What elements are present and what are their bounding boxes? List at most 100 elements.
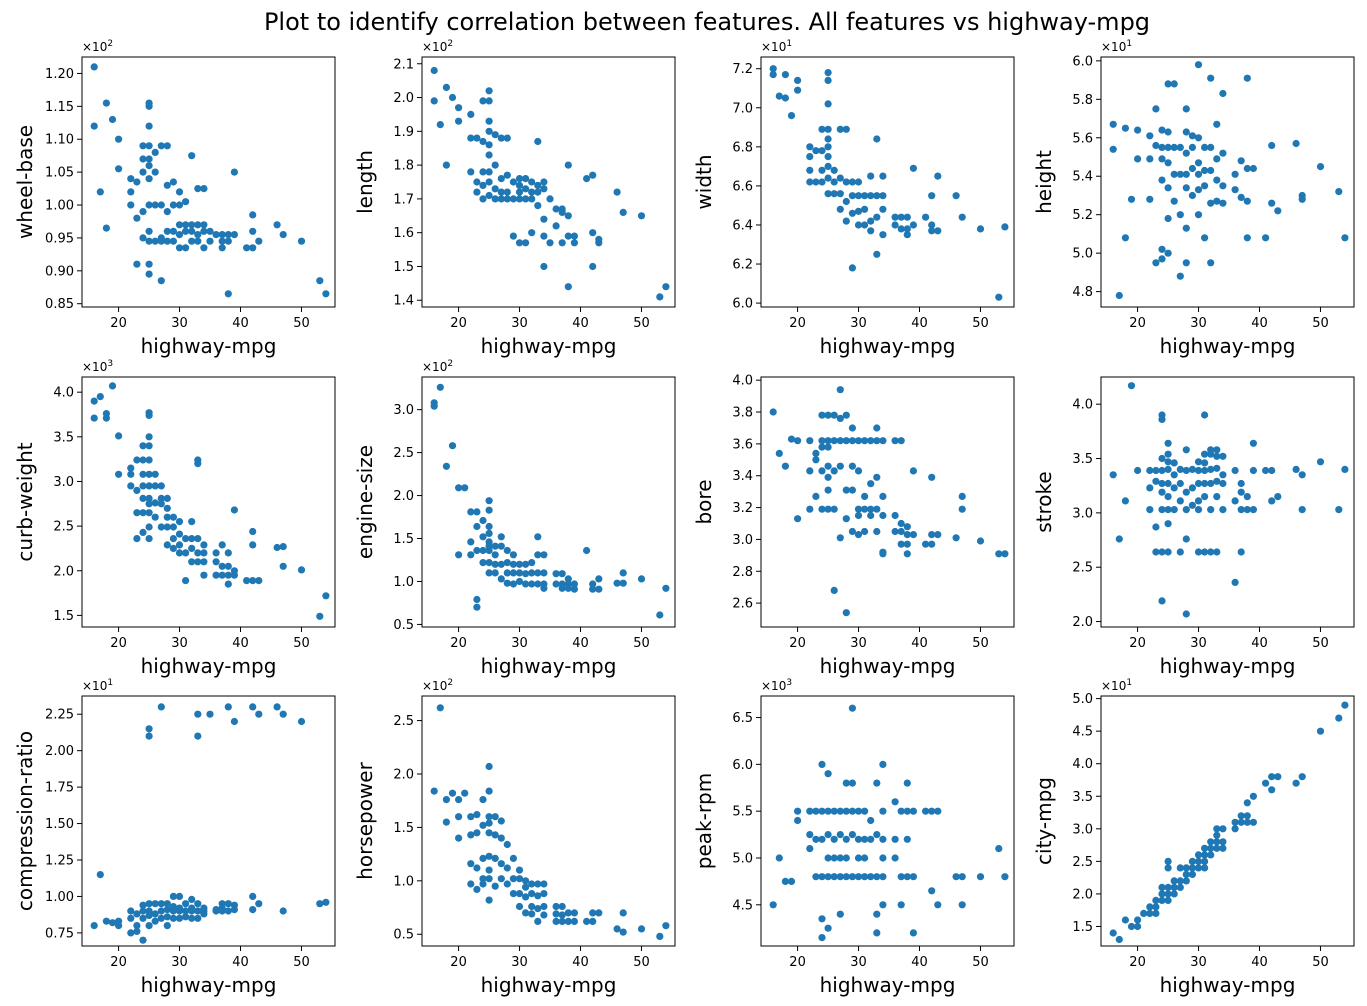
data-point (879, 205, 887, 213)
data-point (157, 914, 165, 922)
data-point (854, 207, 863, 215)
data-point (1158, 883, 1166, 892)
data-point (503, 188, 511, 196)
data-point (1213, 176, 1221, 184)
data-point (485, 151, 493, 159)
y-tick-label: 4.0 (53, 386, 74, 401)
data-point (503, 864, 511, 872)
data-point (958, 505, 966, 513)
data-point (175, 907, 184, 915)
data-point (818, 178, 826, 186)
data-point (1237, 506, 1245, 514)
data-point (151, 917, 159, 925)
y-tick-label: 1.9 (393, 125, 414, 140)
y-tick-label: 5.0 (732, 851, 753, 866)
data-point (806, 831, 814, 839)
data-point (824, 770, 832, 778)
data-point (897, 901, 905, 909)
data-point (842, 779, 850, 787)
data-point (455, 813, 463, 821)
data-point (952, 873, 960, 881)
data-point (249, 244, 257, 252)
data-point (175, 549, 184, 557)
subplot-grid: 20 30 40 50 0.85 0.90 0.95 1.00 1.05 1.10 1.15 1.20… (13, 39, 1355, 997)
data-point (879, 873, 887, 881)
data-point (794, 816, 802, 825)
data-point (794, 86, 802, 94)
data-point (1152, 141, 1160, 150)
axes-frame (421, 56, 676, 308)
data-point (595, 909, 603, 917)
data-point (479, 168, 487, 176)
data-point (1268, 497, 1276, 505)
y-tick-label: 5.0 (1072, 247, 1093, 262)
data-point (1182, 224, 1190, 232)
data-point (812, 449, 820, 457)
data-point (1182, 870, 1190, 879)
data-point (1115, 935, 1123, 944)
data-point (503, 546, 511, 555)
data-point (1213, 464, 1221, 472)
data-point (1268, 199, 1276, 207)
data-point (145, 227, 153, 235)
data-point (90, 397, 98, 405)
data-point (497, 195, 505, 203)
data-point (1237, 479, 1245, 488)
x-axis-label: highway-mpg (141, 654, 277, 678)
data-point (1262, 466, 1270, 475)
y-axis-label: height (1032, 150, 1056, 214)
data-point (1158, 245, 1166, 253)
data-point (1158, 255, 1166, 263)
data-point (1249, 792, 1257, 800)
data-point (1316, 458, 1325, 466)
data-point (133, 178, 141, 186)
subplot-compression-ratio: 20 30 40 50 0.75 1.00 1.25 1.50 1.75 2.00 2.25 ×101… (13, 678, 336, 997)
data-point (145, 102, 153, 110)
data-point (188, 518, 196, 526)
data-point (509, 232, 517, 240)
data-point (879, 492, 887, 500)
data-point (1243, 812, 1251, 820)
data-point (818, 166, 826, 174)
y-tick-label: 2.5 (53, 520, 74, 535)
y-tick-label: 0.90 (45, 264, 74, 279)
data-point (540, 551, 548, 559)
data-point (102, 414, 110, 422)
data-point (133, 509, 141, 517)
data-point (485, 875, 493, 883)
data-point (230, 906, 238, 914)
data-point (145, 175, 153, 183)
data-point (867, 192, 875, 200)
data-point (1164, 548, 1172, 556)
data-point (564, 232, 572, 240)
data-point (1170, 506, 1178, 514)
data-point (534, 892, 542, 900)
data-point (224, 237, 232, 245)
data-point (485, 787, 493, 795)
data-point (1194, 497, 1203, 505)
data-point (467, 551, 475, 559)
data-point (903, 807, 911, 815)
x-tick-label: 50 (293, 636, 310, 651)
data-point (212, 571, 220, 579)
data-point (479, 875, 487, 883)
data-point (139, 470, 147, 478)
x-tick-label: 50 (633, 955, 650, 970)
data-point (1335, 188, 1343, 196)
data-point (897, 807, 905, 815)
data-point (485, 569, 493, 577)
data-point (448, 789, 457, 797)
data-point (485, 127, 493, 135)
data-point (157, 703, 165, 711)
data-point (115, 135, 123, 143)
data-point (1207, 465, 1215, 473)
data-point (879, 550, 887, 558)
data-point (485, 813, 493, 821)
data-point (145, 911, 153, 920)
data-point (297, 717, 306, 726)
data-point (1213, 825, 1221, 833)
data-point (485, 191, 493, 200)
scatter-points (430, 383, 670, 619)
data-point (1201, 864, 1209, 872)
data-point (1201, 450, 1209, 458)
